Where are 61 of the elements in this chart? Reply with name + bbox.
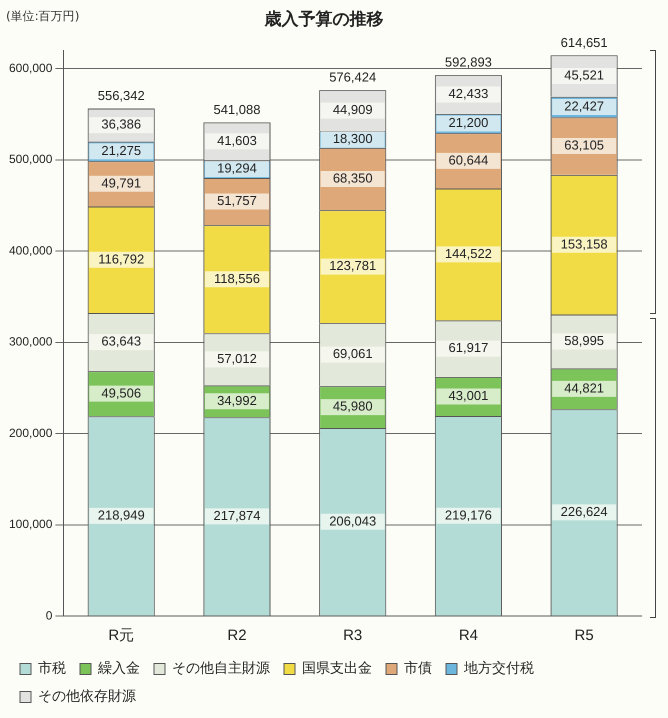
text: (単位:百万円) — [6, 8, 80, 25]
x-tick-label: R元 — [108, 627, 134, 644]
legend-label: 市税 — [38, 660, 66, 677]
chart-title: 歳入予算の推移 — [264, 10, 384, 30]
data-label: 44,821 — [564, 380, 604, 396]
legend-label: 市債 — [404, 660, 432, 677]
legend-label: 繰入金 — [97, 660, 140, 677]
total-label: 576,424 — [329, 70, 376, 85]
legend-label: 地方交付税 — [463, 660, 534, 677]
data-label: 22,427 — [564, 98, 604, 114]
data-label: 21,275 — [101, 142, 142, 158]
data-label: 51,757 — [217, 193, 257, 208]
data-label: 123,781 — [329, 258, 376, 274]
x-tick-label: R2 — [227, 627, 247, 644]
data-label: 41,603 — [217, 132, 257, 148]
data-label: 45,521 — [564, 68, 604, 83]
y-tick-label: 100,000 — [8, 517, 53, 532]
data-label: 61,917 — [448, 340, 488, 356]
data-label: 57,012 — [217, 350, 257, 366]
y-tick-label: 200,000 — [8, 426, 53, 440]
data-label: 34,992 — [217, 392, 257, 408]
data-label: 18,300 — [332, 131, 373, 146]
data-label: 219,176 — [444, 507, 492, 522]
data-label: 63,105 — [564, 138, 604, 153]
data-label: 44,909 — [332, 102, 373, 118]
y-tick-label: 0 — [46, 608, 53, 622]
x-tick-label: R5 — [574, 627, 594, 644]
data-label: 206,043 — [329, 513, 376, 528]
legend-label: その他自主財源 — [172, 660, 270, 677]
data-label: 118,556 — [214, 270, 260, 286]
data-label: 144,522 — [444, 246, 492, 261]
y-tick-label: 600,000 — [8, 60, 53, 75]
data-label: 49,506 — [101, 385, 142, 400]
x-tick-label: R4 — [458, 627, 478, 644]
legend-label: その他依存財源 — [38, 688, 136, 705]
y-tick-label: 400,000 — [8, 243, 53, 258]
total-label: 556,342 — [98, 88, 145, 104]
data-label: 153,158 — [560, 236, 608, 252]
total-label: 592,893 — [444, 54, 492, 70]
data-label: 69,061 — [332, 346, 373, 362]
y-tick-label: 300,000 — [8, 334, 53, 349]
data-label: 36,386 — [101, 116, 142, 132]
data-label: 19,294 — [217, 160, 257, 176]
data-label: 45,980 — [332, 398, 373, 414]
data-label: 49,791 — [101, 175, 142, 190]
data-label: 116,792 — [98, 251, 144, 266]
total-label: 541,088 — [213, 102, 260, 117]
data-label: 58,995 — [564, 333, 604, 348]
data-label: 68,350 — [332, 170, 373, 186]
data-label: 217,874 — [213, 508, 260, 523]
data-label: 21,200 — [448, 115, 488, 130]
legend-label: 国県支出金 — [302, 660, 372, 677]
y-tick-label: 500,000 — [8, 152, 53, 166]
data-label: 218,949 — [98, 507, 145, 522]
data-label: 42,433 — [448, 86, 488, 102]
data-label: 60,644 — [448, 152, 488, 168]
data-label: 226,624 — [560, 504, 608, 519]
total-label: 614,651 — [560, 34, 608, 50]
data-label: 63,643 — [101, 334, 142, 349]
data-label: 43,001 — [448, 388, 488, 404]
x-tick-label: R3 — [343, 627, 362, 644]
